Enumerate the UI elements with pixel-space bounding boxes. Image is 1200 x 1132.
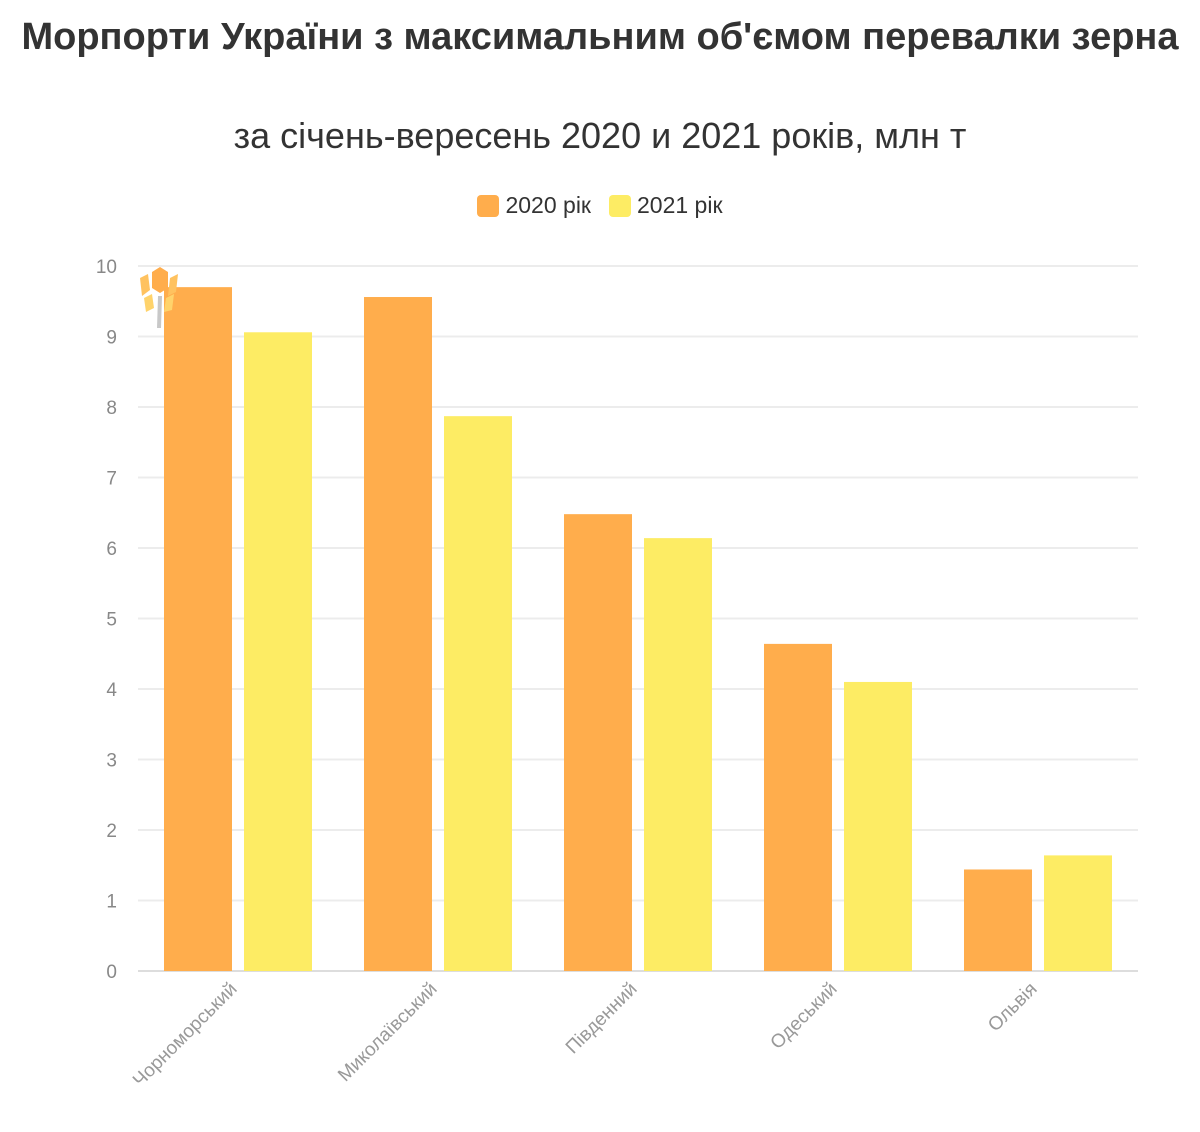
y-tick-label: 2	[106, 821, 117, 842]
legend-item-2021[interactable]: 2021 рік	[609, 192, 723, 219]
chart-subtitle: за січень-вересень 2020 и 2021 років, мл…	[233, 115, 967, 156]
bars	[164, 287, 1112, 971]
legend-swatch-2020	[477, 194, 500, 217]
x-tick-label: Миколаївський	[334, 979, 441, 1086]
bar-2020[interactable]	[964, 869, 1032, 971]
legend-label-2020: 2020 рік	[505, 192, 591, 218]
legend-item-2020[interactable]: 2020 рік	[477, 192, 591, 219]
legend: 2020 рік 2021 рік	[0, 192, 1200, 219]
legend-swatch-2021	[609, 194, 631, 217]
bar-2021[interactable]	[244, 332, 312, 971]
wheat-logo-icon	[140, 267, 178, 328]
bar-2020[interactable]	[364, 297, 432, 971]
bar-2021[interactable]	[844, 681, 912, 971]
x-tick-label: Південний	[562, 979, 642, 1059]
x-tick-label: Одеський	[767, 979, 842, 1054]
y-tick-label: 9	[106, 328, 117, 349]
bar-2021[interactable]	[444, 416, 512, 971]
bar-2020[interactable]	[564, 514, 632, 971]
x-tick-label: Ольвія	[984, 979, 1041, 1036]
bar-2020[interactable]	[764, 643, 832, 971]
bar-2021[interactable]	[644, 538, 712, 971]
y-tick-label: 1	[106, 892, 117, 913]
y-tick-label: 7	[106, 469, 117, 490]
y-axis: 0 1 2 3 4 5 6 7 8 9 10	[96, 257, 118, 983]
y-tick-label: 0	[106, 962, 117, 983]
chart-title: Морпорти України з максимальним об'ємом …	[21, 16, 1179, 58]
bar-2021[interactable]	[1044, 855, 1112, 971]
y-tick-label: 6	[106, 539, 117, 560]
x-tick-label: Чорноморський	[129, 979, 241, 1091]
y-tick-label: 3	[106, 751, 117, 772]
y-tick-label: 5	[106, 610, 117, 631]
x-axis: Чорноморський Миколаївський Південний Одесь…	[129, 979, 1041, 1091]
bar-2020[interactable]	[164, 287, 232, 971]
y-tick-label: 8	[106, 398, 117, 419]
y-tick-label: 10	[96, 257, 117, 278]
legend-label-2021: 2021 рік	[637, 192, 723, 218]
y-tick-label: 4	[106, 680, 117, 701]
